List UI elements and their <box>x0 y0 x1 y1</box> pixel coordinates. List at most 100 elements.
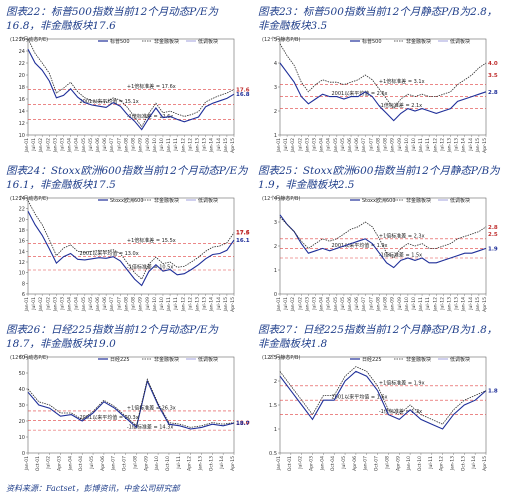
x-tick-label: Jan-01 <box>24 138 30 153</box>
legend: 日经225 非金融板块 低调板块 <box>98 356 218 363</box>
x-tick-label: Jan-12 <box>180 297 186 312</box>
x-tick-label: Jul-10 <box>159 297 165 311</box>
x-tick-label: Apr-15 <box>482 456 488 471</box>
y-tick-label: 24 <box>19 196 25 202</box>
x-tick-label: Oct-10 <box>165 456 171 471</box>
series-line-index <box>279 214 487 269</box>
series-line-nonfinancial <box>279 216 487 259</box>
x-tick-label: Jul-07 <box>368 138 374 152</box>
legend-series-label: Stoxx欧洲600 <box>362 197 396 204</box>
x-tick-label: Jul-11 <box>173 138 179 152</box>
plot-frame <box>279 356 487 454</box>
legend-bands-label: 低调板块 <box>450 197 470 204</box>
y-tick-label: 4 <box>274 196 277 202</box>
x-tick-label: Jan-02 <box>38 297 44 312</box>
x-tick-label: Jul-04 <box>326 297 332 311</box>
x-tick-label: Jan-15 <box>223 297 229 312</box>
x-tick-label: Jan-08 <box>123 297 129 312</box>
band-label: 2001以来平均值 = 1.6x <box>332 394 388 401</box>
x-tick-label: Jul-02 <box>45 138 51 152</box>
x-tick-label: Jan-03 <box>304 297 310 312</box>
x-tick-label: Jan-04 <box>319 138 325 153</box>
band-label: +1倍标准差 = 26.3x <box>127 404 176 411</box>
x-tick-label: Jan-11 <box>418 138 424 153</box>
x-tick-label: Apr-09 <box>143 456 149 471</box>
x-tick-label: Jul-04 <box>74 138 80 152</box>
x-tick-label: Jul-12 <box>439 138 445 152</box>
x-tick-label: Jan-09 <box>138 138 144 153</box>
source-footer: 资料来源：Factset，彭博资讯，中金公司研究部 <box>6 484 180 493</box>
end-value-label: 3.5 <box>488 73 498 79</box>
x-tick-label: Jul-12 <box>187 297 193 311</box>
end-value-label: 16.1 <box>236 238 250 244</box>
x-tick-label: Jul-10 <box>159 138 165 152</box>
x-tick-label: Jan-13 <box>194 138 200 153</box>
band-label: +1倍标准差 = 3.1x <box>379 78 425 85</box>
y-tick-label: 6 <box>22 292 25 298</box>
x-tick-label: Jan-11 <box>166 138 172 153</box>
y-tick-label: 3 <box>274 220 277 226</box>
x-tick-label: Jul-14 <box>468 138 474 152</box>
end-value-label: 17.6 <box>236 87 250 93</box>
x-tick-label: Jan-07 <box>361 138 367 153</box>
x-tick-label: Jul-14 <box>219 456 225 470</box>
series-line-index <box>27 379 235 430</box>
end-value-label: 2.5 <box>488 232 498 238</box>
legend-financial-label: 非金融板块 <box>406 356 431 363</box>
x-tick-label: Jul-10 <box>411 138 417 152</box>
legend-bands-label: 低调板块 <box>450 38 470 45</box>
x-tick-label: Jan-02 <box>38 138 44 153</box>
series-line-index <box>279 370 487 430</box>
x-tick-label: Jan-10 <box>406 456 412 471</box>
end-value-label: 4.0 <box>488 61 498 67</box>
x-tick-label: Jan-08 <box>123 138 129 153</box>
y-tick-label: 2 <box>274 109 277 115</box>
x-tick-label: Jan-06 <box>347 138 353 153</box>
y-tick-label: 24 <box>19 49 25 55</box>
x-tick-label: Jul-13 <box>202 138 208 152</box>
legend-series-label: Stoxx欧洲600 <box>110 197 144 204</box>
legend-series-label: 标普500 <box>362 38 382 45</box>
x-tick-label: Jan-12 <box>432 138 438 153</box>
x-tick-label: Jan-10 <box>152 297 158 312</box>
y-tick-label: 1 <box>274 133 277 139</box>
legend-bands-label: 低调板块 <box>450 356 470 363</box>
band-label: 2001以来平均值 = 1.9x <box>332 242 388 249</box>
x-tick-label: Jan-11 <box>418 297 424 312</box>
y-tick-label: 60 <box>19 355 25 361</box>
y-tick-label: 2 <box>274 379 277 385</box>
x-tick-label: Jul-09 <box>145 138 151 152</box>
series-line-nonfinancial <box>27 38 235 128</box>
band-label: +1倍标准差 = 2.3x <box>379 232 425 239</box>
x-tick-label: Oct-04 <box>78 456 84 471</box>
x-tick-label: Jul-01 <box>31 138 37 152</box>
x-tick-label: Jan-14 <box>461 138 467 153</box>
x-tick-label: Jan-11 <box>166 297 172 312</box>
x-tick-label: Jul-01 <box>31 297 37 311</box>
unit-label: (12个月静态P/B) <box>262 36 300 43</box>
x-tick-label: Jan-09 <box>138 297 144 312</box>
x-tick-label: Jan-05 <box>333 138 339 153</box>
x-tick-label: Jan-15 <box>223 138 229 153</box>
x-tick-label: Jul-02 <box>45 297 51 311</box>
x-tick-label: Jan-07 <box>111 456 117 471</box>
x-tick-label: Jul-02 <box>298 456 304 470</box>
legend-financial-label: 非金融板块 <box>406 38 431 45</box>
x-tick-label: Jan-14 <box>461 297 467 312</box>
x-tick-label: Jul-11 <box>176 456 182 470</box>
end-value-label: 17.5 <box>236 231 250 237</box>
x-tick-label: Jan-01 <box>276 456 282 471</box>
chart-title: 图表27：日经225指数当前12个月静态P/B为1.8，非金融板块1.8 <box>258 324 498 350</box>
x-tick-label: Jul-07 <box>368 297 374 311</box>
legend-financial-label: 非金融板块 <box>154 38 179 45</box>
end-value-label: 18.7 <box>236 421 250 427</box>
x-tick-label: Jul-10 <box>411 297 417 311</box>
series-line-index <box>27 211 235 287</box>
y-tick-label: 0 <box>274 292 277 298</box>
legend-financial-label: 非金融板块 <box>154 356 179 363</box>
x-tick-label: Jul-11 <box>428 456 434 470</box>
legend: 标普500 非金融板块 低调板块 <box>350 38 470 45</box>
x-tick-label: Jan-03 <box>52 297 58 312</box>
x-tick-label: Oct-13 <box>208 456 214 471</box>
x-tick-label: Jan-13 <box>449 456 455 471</box>
